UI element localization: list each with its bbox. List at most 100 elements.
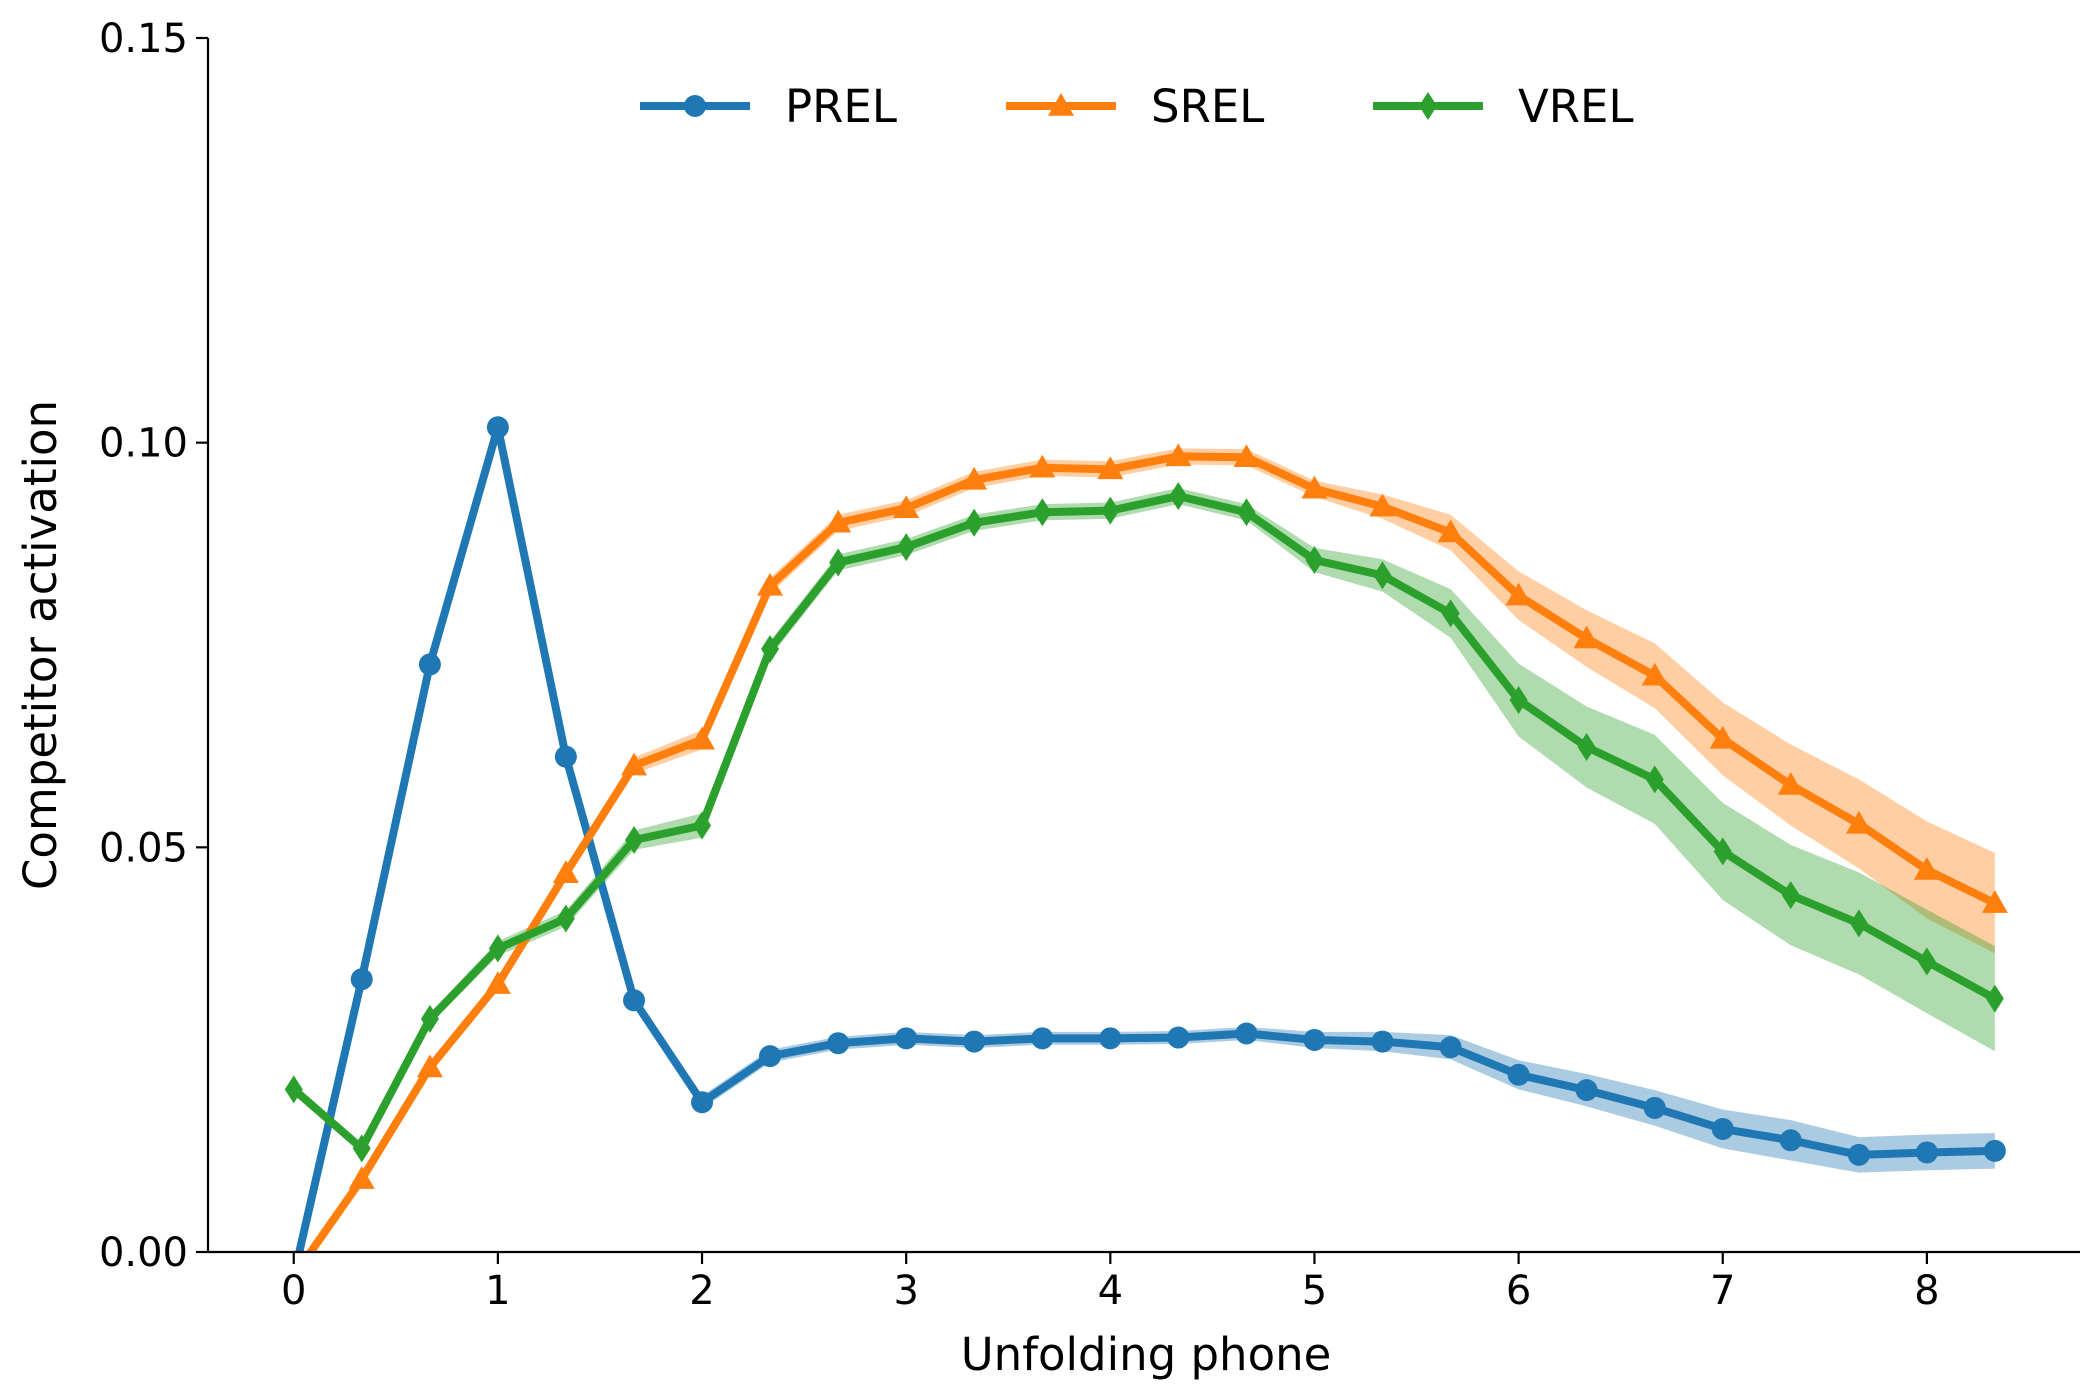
x-axis-ticks: 0 1 2 3 4 5 6 7 8 bbox=[281, 1252, 1940, 1314]
series-markers bbox=[284, 416, 2008, 1189]
vrel-point bbox=[1101, 496, 1120, 525]
x-tick-label: 1 bbox=[485, 1268, 510, 1314]
srel-point bbox=[1573, 625, 1600, 649]
vrel-point bbox=[284, 1075, 303, 1104]
srel-point bbox=[893, 495, 920, 518]
prel-point bbox=[1303, 1028, 1326, 1051]
vrel-point bbox=[1781, 881, 1800, 910]
vrel-legend-marker bbox=[1419, 92, 1437, 120]
y-axis-title: Competitor activation bbox=[14, 400, 67, 890]
srel-point bbox=[689, 726, 716, 750]
prel-point bbox=[1439, 1036, 1462, 1059]
x-tick-label: 8 bbox=[1914, 1268, 1939, 1314]
prel-point bbox=[1983, 1139, 2006, 1162]
srel-point bbox=[1777, 772, 1804, 795]
srel-legend-marker bbox=[1048, 93, 1074, 116]
vrel-point bbox=[1509, 686, 1528, 715]
prel-point bbox=[1235, 1022, 1258, 1045]
prel-point bbox=[895, 1027, 918, 1050]
vrel-point bbox=[1237, 498, 1256, 527]
srel-point bbox=[1437, 519, 1464, 543]
prel-point bbox=[1099, 1027, 1122, 1050]
srel-legend-label: SREL bbox=[1151, 80, 1264, 133]
srel-point bbox=[1369, 493, 1396, 517]
x-tick-label: 5 bbox=[1302, 1268, 1327, 1314]
vrel-point bbox=[1033, 498, 1052, 527]
x-tick-label: 4 bbox=[1098, 1268, 1123, 1314]
srel-point bbox=[1233, 444, 1260, 467]
srel-point bbox=[1165, 443, 1192, 467]
prel-point bbox=[1167, 1026, 1190, 1049]
x-tick-label: 0 bbox=[281, 1268, 306, 1314]
srel-point bbox=[1981, 890, 2008, 913]
prel-point bbox=[418, 653, 441, 676]
prel-legend-marker bbox=[684, 95, 706, 117]
prel-legend-label: PREL bbox=[785, 80, 897, 133]
srel-point bbox=[348, 1166, 375, 1189]
prel-point bbox=[1507, 1063, 1530, 1086]
prel-point bbox=[1711, 1117, 1734, 1140]
srel-point bbox=[1845, 810, 1872, 834]
vrel-legend-label: VREL bbox=[1518, 80, 1634, 133]
vrel-point bbox=[488, 934, 507, 963]
legend: PREL SREL VREL bbox=[640, 80, 1634, 133]
vrel-point bbox=[420, 1004, 439, 1033]
vrel-point bbox=[897, 533, 916, 562]
prel-point bbox=[554, 745, 577, 768]
prel-point bbox=[1915, 1141, 1938, 1164]
prel-point bbox=[350, 968, 373, 991]
prel-point bbox=[827, 1032, 850, 1055]
srel-point bbox=[1709, 725, 1736, 749]
srel-point bbox=[961, 466, 988, 490]
prel-point bbox=[1779, 1129, 1802, 1152]
srel-point bbox=[1097, 456, 1124, 480]
srel-line bbox=[305, 452, 1997, 1252]
prel-point bbox=[691, 1091, 714, 1114]
vrel-point bbox=[1373, 561, 1392, 590]
vrel-point bbox=[693, 811, 712, 840]
srel-point bbox=[1029, 454, 1056, 478]
y-tick-label: 0.15 bbox=[99, 16, 188, 62]
prel-point bbox=[1643, 1096, 1666, 1119]
srel-point bbox=[825, 509, 852, 533]
confidence-bands bbox=[293, 423, 1995, 1252]
srel-confidence-band bbox=[307, 448, 1995, 1252]
vrel-point bbox=[1305, 546, 1324, 575]
prel-point bbox=[1031, 1027, 1054, 1050]
vrel-point bbox=[761, 635, 780, 664]
vrel-point bbox=[829, 548, 848, 577]
x-tick-label: 2 bbox=[689, 1268, 714, 1314]
vrel-point bbox=[1577, 732, 1596, 761]
vrel-point bbox=[625, 826, 644, 855]
vrel-point bbox=[1713, 837, 1732, 866]
vrel-point bbox=[352, 1134, 371, 1163]
vrel-point bbox=[965, 508, 984, 537]
vrel-point bbox=[1441, 599, 1460, 628]
vrel-point bbox=[1917, 947, 1936, 976]
x-tick-label: 7 bbox=[1710, 1268, 1735, 1314]
x-axis-title: Unfolding phone bbox=[961, 1328, 1332, 1381]
prel-point bbox=[759, 1045, 782, 1068]
prel-point bbox=[963, 1030, 986, 1053]
prel-point bbox=[1575, 1079, 1598, 1102]
x-tick-label: 6 bbox=[1506, 1268, 1531, 1314]
y-tick-label: 0.05 bbox=[99, 825, 188, 871]
prel-point bbox=[1371, 1030, 1394, 1053]
prel-point bbox=[1847, 1143, 1870, 1166]
srel-point bbox=[1913, 856, 1940, 880]
vrel-point bbox=[1169, 482, 1188, 511]
vrel-point bbox=[1985, 984, 2004, 1013]
srel-point bbox=[621, 752, 648, 776]
srel-point bbox=[757, 572, 784, 596]
vrel-point bbox=[1849, 909, 1868, 938]
y-axis-ticks: 0.00 0.05 0.10 0.15 bbox=[99, 16, 208, 1276]
vrel-point bbox=[1645, 765, 1664, 794]
vrel-line bbox=[291, 492, 1997, 1153]
srel-point bbox=[484, 971, 511, 994]
prel-point bbox=[623, 989, 646, 1012]
x-tick-label: 3 bbox=[893, 1268, 918, 1314]
srel-point bbox=[1641, 662, 1668, 686]
srel-point bbox=[1301, 475, 1328, 499]
series-lines bbox=[291, 423, 1997, 1252]
